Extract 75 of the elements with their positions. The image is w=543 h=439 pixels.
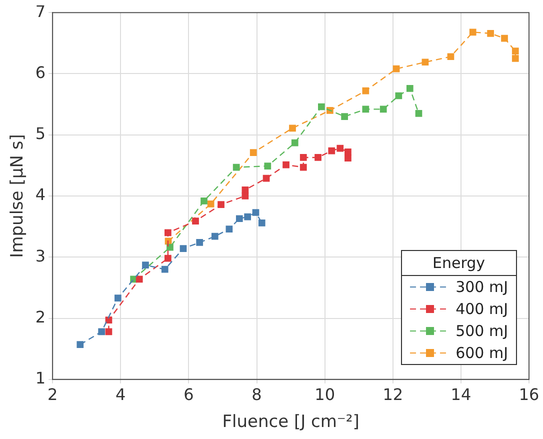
x-tick-label: 2 <box>47 385 58 404</box>
legend-title: Energy <box>402 251 516 276</box>
point <box>422 58 429 66</box>
point <box>415 110 422 117</box>
point <box>314 154 322 161</box>
legend-label: 300 mJ <box>456 278 508 296</box>
point <box>161 266 168 273</box>
point <box>282 161 290 168</box>
point <box>406 84 414 92</box>
y-tick-label: 5 <box>35 124 46 144</box>
y-axis-title: Impulse [μN s] <box>8 134 28 258</box>
y-tick-label: 1 <box>35 368 46 388</box>
point <box>328 147 336 154</box>
point <box>262 174 270 182</box>
point <box>380 106 387 113</box>
point <box>469 28 476 36</box>
point <box>318 103 325 110</box>
point <box>250 149 257 156</box>
y-tick-label: 2 <box>35 307 46 326</box>
point <box>395 92 402 100</box>
y-tick-label: 3 <box>35 246 46 266</box>
point <box>252 209 260 216</box>
point <box>76 341 84 348</box>
point <box>226 226 233 232</box>
point <box>164 229 172 236</box>
point <box>236 215 243 222</box>
point <box>300 164 307 171</box>
y-tick-label: 7 <box>35 2 46 21</box>
point <box>344 154 352 162</box>
point <box>512 48 519 55</box>
x-tick-label: 10 <box>314 385 335 404</box>
x-tick-label: 14 <box>450 385 472 404</box>
point <box>218 201 224 208</box>
x-tick-label: 4 <box>116 385 126 404</box>
point <box>341 113 348 120</box>
point <box>114 294 122 302</box>
legend-label: 400 mJ <box>456 300 508 318</box>
point <box>105 328 112 336</box>
point <box>211 232 218 240</box>
point <box>362 106 370 113</box>
x-tick-label: 6 <box>184 385 194 404</box>
point <box>166 244 174 251</box>
y-tick-label: 4 <box>35 185 46 204</box>
point <box>164 254 172 262</box>
point <box>200 197 208 204</box>
point <box>264 162 272 170</box>
legend-label: 500 mJ <box>456 322 508 340</box>
point <box>501 34 508 42</box>
point <box>232 164 240 171</box>
point <box>289 124 296 132</box>
x-axis-title: Fluence [J cm⁻²] <box>222 412 360 432</box>
point <box>196 239 204 246</box>
point <box>336 144 344 152</box>
point <box>136 276 143 283</box>
point <box>344 148 352 156</box>
point <box>258 219 266 226</box>
x-tick-label: 8 <box>252 385 262 404</box>
point <box>192 218 199 224</box>
point <box>180 245 187 252</box>
point <box>98 328 106 336</box>
x-tick-label: 12 <box>382 385 404 404</box>
point <box>300 154 307 161</box>
point <box>291 139 298 146</box>
point <box>512 55 519 62</box>
point <box>487 30 494 37</box>
point <box>142 262 149 269</box>
y-tick-label: 6 <box>35 62 46 82</box>
point <box>244 213 251 220</box>
point <box>447 53 454 60</box>
x-tick-label: 16 <box>518 385 540 404</box>
point <box>207 200 214 208</box>
point <box>242 186 249 194</box>
point <box>392 65 400 72</box>
legend-label: 600 mJ <box>456 344 508 362</box>
point <box>362 87 370 94</box>
